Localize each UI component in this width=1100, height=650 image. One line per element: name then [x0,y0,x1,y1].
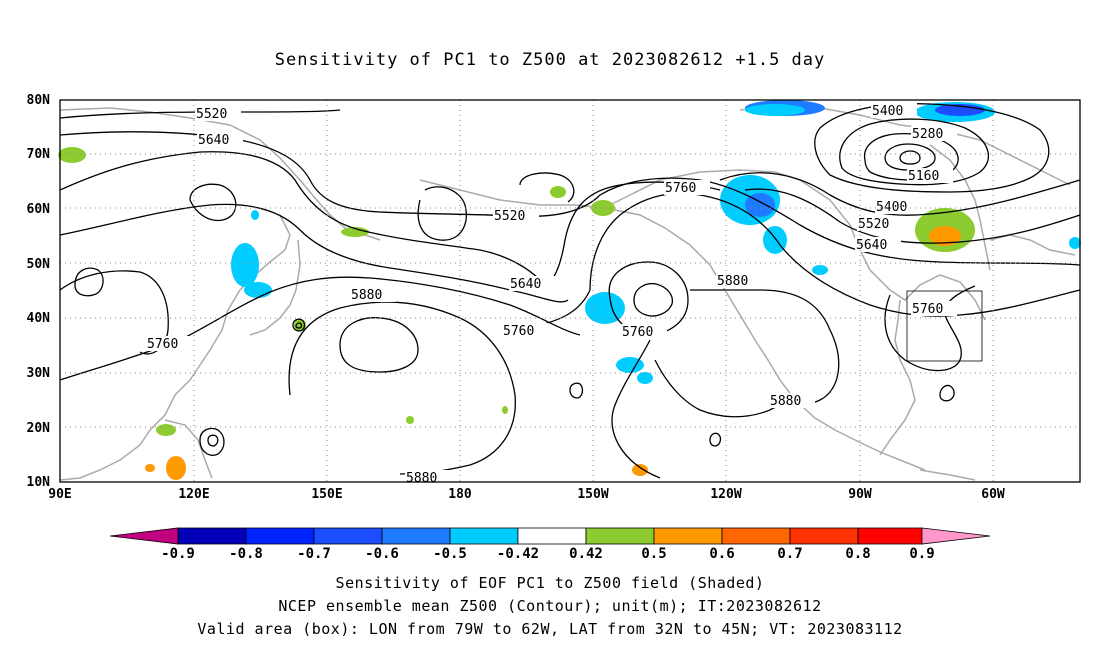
colorbar-segment [789,527,859,545]
colorbar-label: -0.5 [433,546,467,562]
colorbar-label: -0.8 [229,546,263,562]
colorbar-label: -0.42 [497,546,539,562]
valid-area-box [906,290,983,362]
contour-label: 5880 [406,471,437,486]
lon-labels: 90E 120E 150E 180 150W 120W 90W 60W [48,487,1005,502]
lon-label: 90W [848,487,872,502]
caption-contour: NCEP ensemble mean Z500 (Contour); unit(… [278,597,822,615]
contour-label: 5760 [147,337,178,352]
colorbar-label: 0.42 [569,546,603,562]
colorbar-label: 0.9 [909,546,934,562]
lat-label: 70N [27,147,51,162]
contour-label: 5880 [351,288,382,303]
lat-label: 80N [27,93,51,108]
contour-label: 5520 [858,217,889,232]
contour-label: 5520 [196,107,227,122]
lon-label: 60W [981,487,1005,502]
colorbar-label: 0.6 [709,546,734,562]
contour-label: 5760 [503,324,534,339]
lat-label: 50N [27,257,51,272]
colorbar-segment [585,527,655,545]
contour-label: 5640 [198,133,229,148]
contour-label: 5400 [872,104,903,119]
gridlines [60,100,1080,482]
z500-contours [59,103,1081,479]
colorbar-segment [313,527,383,545]
contour-label: 5640 [856,238,887,253]
colorbar-label: 0.5 [641,546,666,562]
colorbar-label: -0.7 [297,546,331,562]
contour-labels: 5520 5640 5520 5640 5760 5880 5760 5760 … [146,103,957,486]
colorbar-segment [653,527,723,545]
lat-label: 60N [27,202,51,217]
contour-label: 5520 [494,209,525,224]
colorbar: -0.9 -0.8 -0.7 -0.6 -0.5 -0.42 0.42 0.5 … [109,527,991,562]
colorbar-label: 0.8 [845,546,870,562]
contour-label: 5400 [876,200,907,215]
contour-label: 5760 [912,302,943,317]
lat-label: 10N [27,475,51,490]
colorbar-label: -0.6 [365,546,399,562]
colorbar-segment [245,527,315,545]
caption-shading: Sensitivity of EOF PC1 to Z500 field (Sh… [335,574,765,592]
colorbar-segment [109,527,179,545]
map-frame [59,99,1081,483]
lon-label: 180 [448,487,472,502]
lat-label: 30N [27,366,51,381]
colorbar-segment [921,527,991,545]
lon-label: 90E [48,487,71,502]
colorbar-segment [449,527,519,545]
lat-labels: 80N 70N 60N 50N 40N 30N 20N 10N [27,93,51,490]
contour-label: 5640 [510,277,541,292]
colorbar-segment [721,527,791,545]
map-figure: 5520 5640 5520 5640 5760 5880 5760 5760 … [27,93,1081,562]
lon-label: 150W [577,487,608,502]
contour-label: 5880 [717,274,748,289]
contour-label: 5880 [770,394,801,409]
colorbar-segment [517,527,587,545]
colorbar-segment [381,527,451,545]
contour-label: 5760 [622,325,653,340]
map-title: Sensitivity of PC1 to Z500 at 2023082612… [274,50,826,70]
contour-label: 5280 [912,127,943,142]
lon-label: 150E [311,487,342,502]
lat-label: 40N [27,311,51,326]
colorbar-label: -0.9 [161,546,195,562]
lon-label: 120W [710,487,741,502]
lat-label: 20N [27,421,51,436]
lon-label: 120E [178,487,209,502]
coastlines [59,104,1076,481]
colorbar-segment [177,527,247,545]
contour-label: 5760 [665,181,696,196]
sensitivity-shading [58,100,1081,480]
contour-label: 5160 [908,169,939,184]
colorbar-label: 0.7 [777,546,802,562]
colorbar-segment [857,527,923,545]
caption-valid-area: Valid area (box): LON from 79W to 62W, L… [197,620,903,638]
